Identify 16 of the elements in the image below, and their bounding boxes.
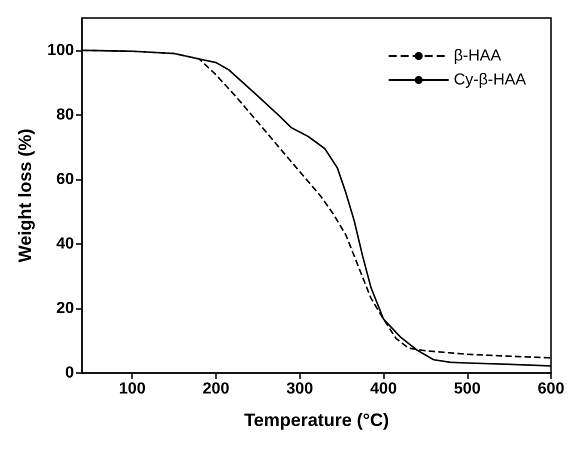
y-tick-label: 100: [47, 42, 74, 59]
y-tick-label: 40: [56, 235, 74, 252]
y-tick-label: 60: [56, 170, 74, 188]
y-tick-label: 20: [56, 300, 74, 317]
legend-label: β-HAA: [454, 48, 502, 64]
x-tick-label: 600: [538, 380, 564, 398]
x-tick-label: 400: [370, 380, 397, 398]
x-axis-title: Temperature (°C): [244, 410, 389, 430]
y-tick-label: 0: [65, 364, 74, 382]
x-tick-label: 200: [202, 380, 230, 398]
y-tick-label: 80: [56, 106, 74, 124]
legend-label: Cy-β-HAA: [454, 72, 526, 88]
x-tick-label: 100: [118, 380, 146, 398]
x-tick-label: 500: [454, 380, 481, 398]
y-axis-title: Weight loss (%): [15, 128, 35, 262]
x-tick-label: 300: [286, 380, 314, 398]
